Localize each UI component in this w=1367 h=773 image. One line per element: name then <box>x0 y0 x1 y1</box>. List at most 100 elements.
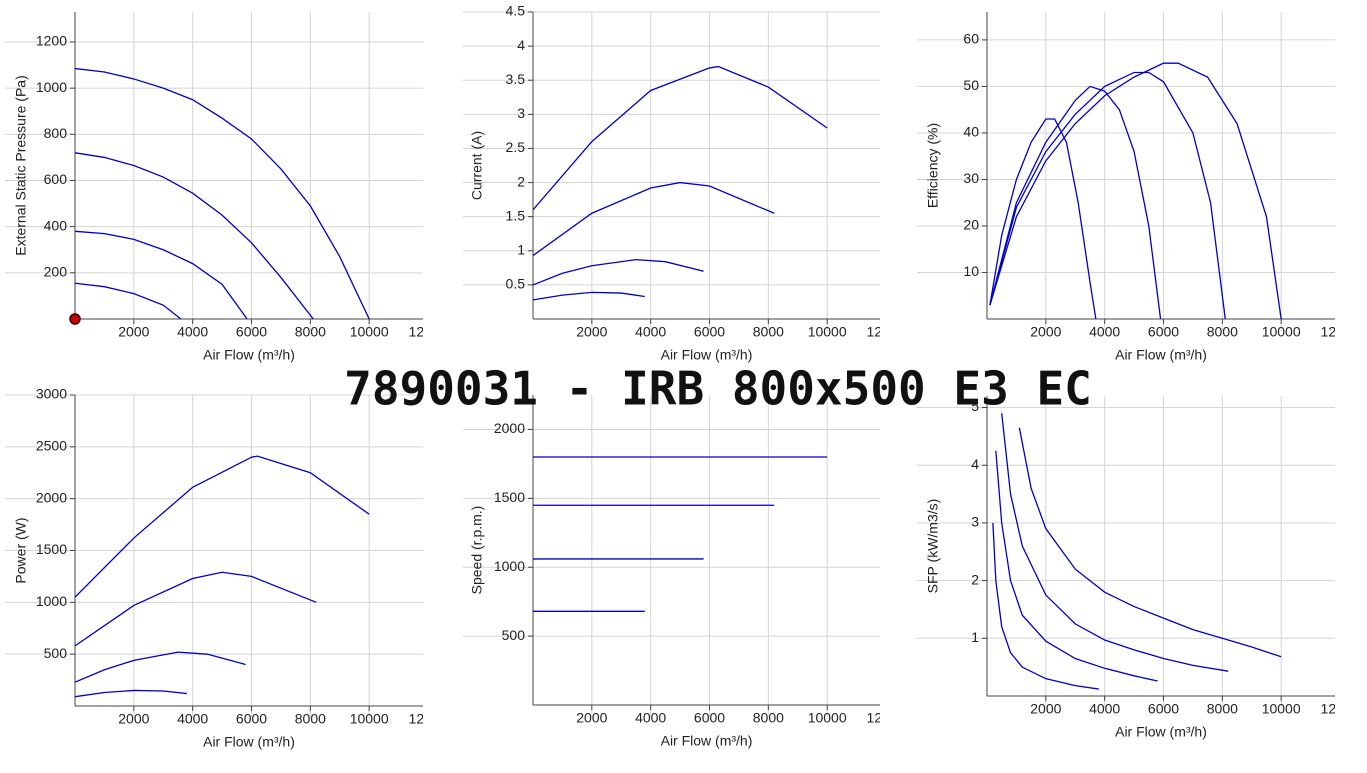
x-tick-label: 12000 <box>867 710 906 726</box>
x-tick-label: 4000 <box>635 324 666 340</box>
curve <box>533 258 704 286</box>
curve <box>75 455 370 598</box>
y-tick-label: 500 <box>44 645 68 661</box>
x-tick-label: 6000 <box>1148 324 1179 340</box>
sheet-title: 7890031 - IRB 800x500 E3 EC <box>344 362 1092 416</box>
x-tick-label: 10000 <box>1262 701 1301 717</box>
y-tick-label: 2500 <box>36 438 67 454</box>
curve <box>989 85 1162 319</box>
x-tick-label: 4000 <box>177 324 208 340</box>
y-tick-label: 3000 <box>36 386 67 402</box>
y-tick-label: 40 <box>963 124 979 140</box>
plot-area <box>989 62 1282 319</box>
x-tick-label: 6000 <box>236 324 267 340</box>
curve <box>75 282 182 319</box>
y-tick-label: 1000 <box>36 593 67 609</box>
curve <box>989 62 1282 319</box>
y-tick-label: 50 <box>963 77 979 93</box>
y-tick-label: 4 <box>971 456 979 472</box>
plot-area <box>533 456 828 612</box>
curve <box>1018 427 1282 658</box>
operating-point <box>69 313 81 325</box>
y-axis-label: SFP (kW/m3/s) <box>925 499 941 594</box>
x-tick-label: 10000 <box>350 711 389 727</box>
y-tick-label: 30 <box>963 170 979 186</box>
x-axis-label: Air Flow (m³/h) <box>661 733 753 749</box>
panels: 200 400 600 800 1000 1200 2000 4000 6000 8000 1000… <box>5 3 1360 750</box>
curve <box>75 230 248 319</box>
y-tick-label: 200 <box>44 264 68 280</box>
y-tick-label: 1200 <box>36 33 67 49</box>
x-tick-label: 6000 <box>694 324 725 340</box>
x-tick-label: 10000 <box>808 324 847 340</box>
y-tick-label: 3 <box>971 514 979 530</box>
chart-panel: 10 20 30 40 50 60 2000 4000 6000 8000 10000 12000 Ai… <box>917 12 1360 363</box>
chart-panel: 200 400 600 800 1000 1200 2000 4000 6000 8000 1000… <box>5 12 448 363</box>
x-tick-label: 2000 <box>1030 701 1061 717</box>
chart-panel: 1 2 3 4 5 2000 4000 6000 8000 10000 12000 Air Flow … <box>917 396 1360 740</box>
x-tick-label: 6000 <box>694 710 725 726</box>
x-tick-label: 8000 <box>295 324 326 340</box>
x-tick-label: 6000 <box>236 711 267 727</box>
chart-panel: 500 1000 1500 2000 2500 3000 2000 4000 6000 8000 1… <box>5 386 448 750</box>
y-axis-label: Speed (r.p.m.) <box>469 506 485 595</box>
x-axis-label: Air Flow (m³/h) <box>203 347 295 363</box>
y-tick-label: 4 <box>517 37 525 53</box>
x-axis-label: Air Flow (m³/h) <box>1115 347 1207 363</box>
x-tick-label: 8000 <box>1207 324 1238 340</box>
x-tick-label: 4000 <box>177 711 208 727</box>
curve <box>75 67 370 319</box>
x-tick-label: 8000 <box>1207 701 1238 717</box>
y-tick-label: 2000 <box>36 489 67 505</box>
curve <box>75 689 187 698</box>
x-tick-label: 8000 <box>753 710 784 726</box>
plot-area <box>75 455 370 698</box>
y-tick-label: 1500 <box>36 541 67 557</box>
chart-panel: 500 1000 1500 2000 2000 4000 6000 8000 10000 1200… <box>463 395 906 749</box>
y-tick-label: 10 <box>963 263 979 279</box>
curve <box>75 651 246 683</box>
y-tick-label: 2000 <box>494 420 525 436</box>
x-tick-label: 12000 <box>1321 324 1360 340</box>
x-tick-label: 8000 <box>295 711 326 727</box>
plot-area <box>533 65 828 301</box>
y-tick-label: 2.5 <box>506 139 526 155</box>
chart-panel: 0.5 1 1.5 2 2.5 3 3.5 4 4.5 2000 4000 6000 8000 10000… <box>463 3 906 363</box>
y-tick-label: 1500 <box>494 489 525 505</box>
y-tick-label: 20 <box>963 217 979 233</box>
x-tick-label: 2000 <box>118 711 149 727</box>
x-tick-label: 4000 <box>1089 324 1120 340</box>
plot-area <box>75 67 370 319</box>
x-axis-label: Air Flow (m³/h) <box>203 734 295 750</box>
curve <box>995 450 1158 682</box>
x-tick-label: 4000 <box>635 710 666 726</box>
x-tick-label: 12000 <box>1321 701 1360 717</box>
y-tick-label: 1.5 <box>506 207 526 223</box>
y-axis-label: Efficiency (%) <box>925 123 941 208</box>
y-tick-label: 3.5 <box>506 71 526 87</box>
y-tick-label: 600 <box>44 171 68 187</box>
curve <box>992 522 1099 690</box>
y-tick-label: 60 <box>963 31 979 47</box>
x-tick-label: 12000 <box>409 711 448 727</box>
x-tick-label: 8000 <box>753 324 784 340</box>
y-tick-label: 1 <box>517 241 525 257</box>
plot-area <box>992 413 1282 690</box>
curve <box>989 71 1226 319</box>
x-tick-label: 2000 <box>1030 324 1061 340</box>
y-tick-label: 4.5 <box>506 3 526 19</box>
x-tick-label: 2000 <box>118 324 149 340</box>
curve <box>533 181 775 257</box>
x-tick-label: 6000 <box>1148 701 1179 717</box>
x-tick-label: 12000 <box>867 324 906 340</box>
curve <box>1001 413 1229 672</box>
curve <box>989 118 1097 319</box>
x-tick-label: 4000 <box>1089 701 1120 717</box>
y-tick-label: 2 <box>517 173 525 189</box>
y-tick-label: 400 <box>44 217 68 233</box>
x-tick-label: 12000 <box>409 324 448 340</box>
curve <box>75 152 314 319</box>
curve <box>533 65 828 211</box>
y-tick-label: 800 <box>44 125 68 141</box>
